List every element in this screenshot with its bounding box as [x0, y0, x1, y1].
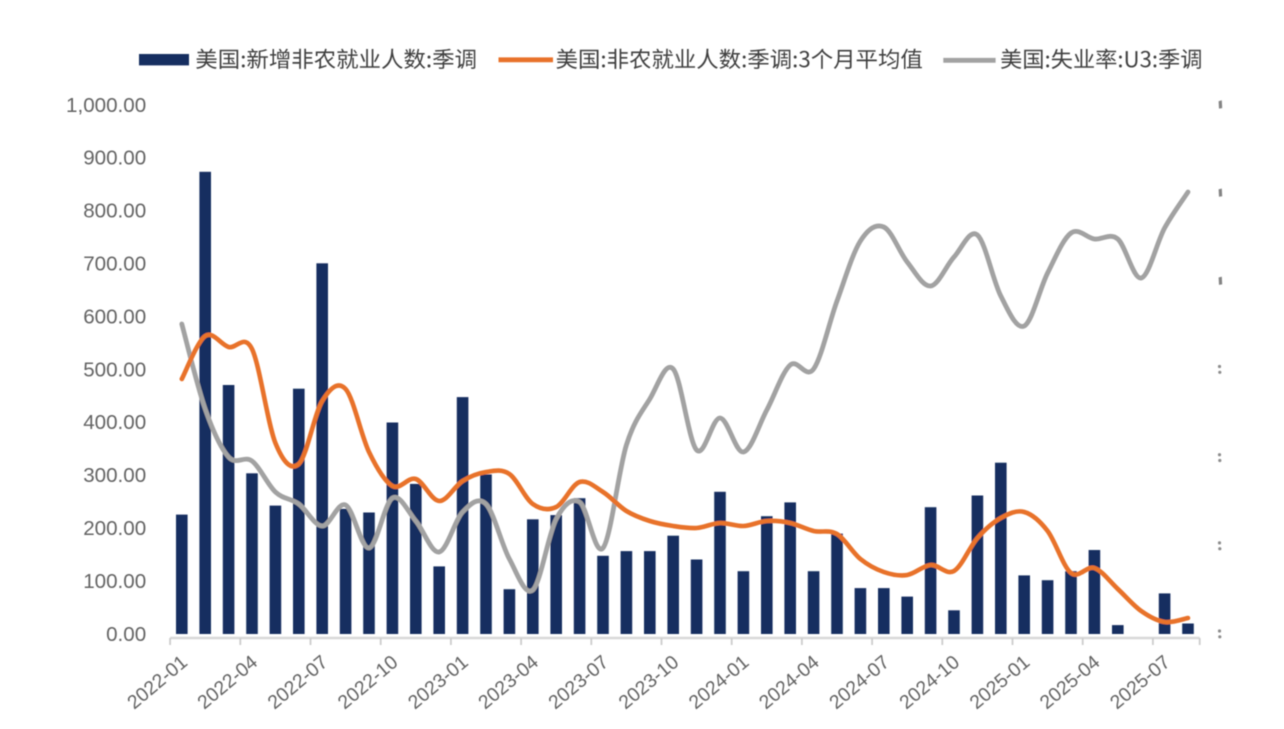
svg-text:0.00: 0.00: [106, 623, 146, 646]
svg-text:200.00: 200.00: [83, 517, 146, 540]
svg-text:500.00: 500.00: [83, 358, 146, 381]
svg-text:1,000.00: 1,000.00: [66, 94, 146, 117]
svg-text:600.00: 600.00: [83, 305, 146, 328]
svg-text:400.00: 400.00: [83, 411, 146, 434]
svg-text:900.00: 900.00: [83, 147, 146, 170]
svg-text:100.00: 100.00: [83, 570, 146, 593]
svg-text:300.00: 300.00: [83, 464, 146, 487]
svg-text:700.00: 700.00: [83, 253, 146, 276]
svg-text:800.00: 800.00: [83, 200, 146, 223]
